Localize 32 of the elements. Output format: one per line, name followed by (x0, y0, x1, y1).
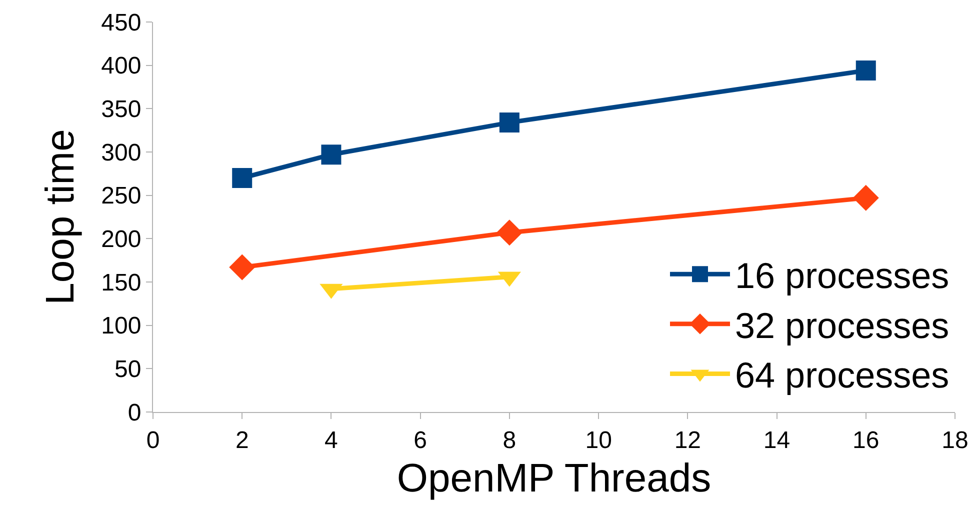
x-tick-label: 4 (324, 426, 338, 454)
y-tick-label: 450 (101, 9, 142, 36)
legend-label: 32 processes (735, 304, 950, 346)
y-tick-label: 350 (101, 96, 142, 124)
x-axis-title: OpenMP Threads (396, 456, 712, 500)
y-tick-label: 0 (128, 399, 142, 426)
point (499, 112, 520, 133)
point (856, 60, 876, 81)
x-tick-label: 0 (146, 426, 160, 454)
y-tick-label: 200 (101, 226, 142, 254)
y-tick-label: 150 (101, 269, 142, 296)
x-tick-label: 2 (235, 426, 249, 454)
x-tick-label: 6 (414, 426, 428, 454)
x-tick-label: 14 (763, 426, 790, 454)
x-tick-label: 12 (674, 426, 702, 454)
point (232, 168, 252, 188)
legend-label: 16 processes (735, 255, 950, 296)
x-tick-label: 16 (852, 426, 880, 454)
y-tick-label: 250 (101, 182, 142, 210)
x-tick-label: 8 (502, 426, 516, 454)
y-axis-title: Loop time (38, 129, 83, 305)
x-tick-label: 18 (942, 426, 968, 454)
legend-label: 64 processes (735, 354, 950, 396)
point (852, 184, 879, 211)
x-tick-label: 10 (585, 426, 612, 454)
point (496, 220, 522, 246)
y-tick-label: 400 (101, 52, 142, 80)
point (229, 254, 256, 280)
point (321, 144, 342, 165)
y-tick-label: 100 (101, 312, 142, 340)
y-tick-label: 300 (101, 139, 142, 166)
y-tick-label: 50 (114, 356, 142, 384)
